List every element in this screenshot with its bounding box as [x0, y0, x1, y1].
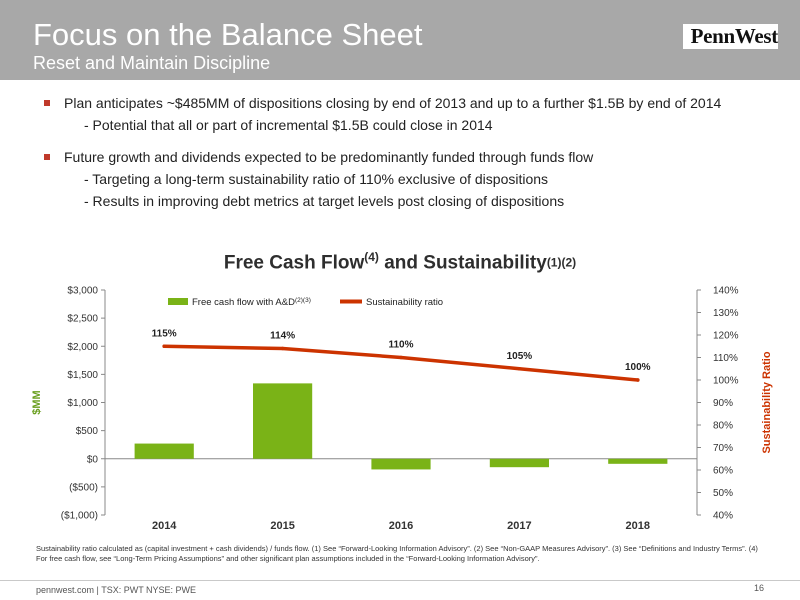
bullet-item: Plan anticipates ~$485MM of dispositions…: [44, 92, 784, 114]
fcf-bar: [134, 443, 194, 459]
sustainability-point: [399, 355, 403, 360]
right-tick-label: 90%: [713, 398, 733, 409]
chart-title: Free Cash Flow(4) and Sustainability(1)(…: [0, 250, 800, 278]
fcf-bar: [608, 458, 668, 464]
category-label: 2016: [389, 520, 413, 532]
right-tick-label: 120%: [713, 331, 739, 342]
category-label: 2015: [270, 520, 294, 532]
footer-text: pennwest.com | TSX: PWT NYSE: PWE: [36, 585, 197, 595]
category-label: 2014: [152, 520, 177, 532]
pennwest-logo: PennWest: [682, 24, 778, 49]
legend-label-bar: Free cash flow with A&D(2)(3): [192, 297, 311, 308]
fcf-bar: [371, 458, 431, 470]
chart-title-footnote: (4): [364, 250, 379, 264]
fcf-bar: [253, 383, 313, 459]
bullet-square-icon: [44, 100, 50, 106]
sustainability-data-label: 114%: [270, 331, 295, 342]
sustainability-data-label: 115%: [152, 328, 177, 339]
right-tick-label: 80%: [713, 421, 733, 432]
right-tick-label: 100%: [713, 376, 739, 387]
slide-title: Focus on the Balance Sheet: [33, 17, 423, 52]
left-tick-label: $2,500: [67, 314, 98, 325]
sustainability-line: [162, 344, 640, 382]
right-tick-label: 70%: [713, 443, 733, 454]
left-tick-label: $2,000: [67, 342, 98, 353]
right-tick-label: 60%: [713, 466, 733, 477]
sub-bullet: - Potential that all or part of incremen…: [84, 117, 493, 133]
sub-bullet: - Targeting a long-term sustainability r…: [84, 171, 549, 187]
right-axis-title: Sustainability Ratio: [761, 351, 773, 453]
sustainability-data-label: 105%: [507, 351, 533, 362]
chart-title-main: Free Cash Flow: [223, 252, 365, 274]
fcf-sustainability-chart: $3,000 $2,500 $2,000 $1,500 $1,000 $500 $0 ($50…: [31, 286, 773, 533]
left-tick-label: $3,000: [67, 286, 98, 297]
sustainability-data-label: 100%: [625, 362, 651, 373]
sub-bullet: - Results in improving debt metrics at t…: [84, 193, 565, 209]
legend-swatch-line: [340, 299, 362, 304]
legend-label-line: Sustainability ratio: [366, 297, 443, 308]
bullet-item: Future growth and dividends expected to …: [44, 146, 784, 168]
slide-subtitle: Reset and Maintain Discipline: [33, 53, 271, 73]
sustainability-point: [162, 344, 166, 349]
category-label: 2018: [626, 520, 650, 532]
bullet-square-icon: [44, 154, 50, 160]
footnote: Sustainability ratio calculated as (capi…: [36, 544, 758, 563]
sustainability-point: [280, 346, 285, 351]
left-tick-label: $1,500: [67, 370, 98, 381]
right-tick-label: 110%: [713, 353, 738, 364]
left-axis-title: $MM: [31, 390, 43, 414]
bullet-text: Future growth and dividends expected to …: [64, 149, 594, 165]
left-tick-label: $1,000: [67, 398, 98, 409]
sustainability-point: [517, 366, 522, 371]
right-tick-label: 50%: [713, 488, 733, 499]
legend-swatch-bar: [168, 298, 188, 305]
chart-title-footnote: (1)(2): [546, 255, 577, 270]
left-tick-label: $0: [87, 454, 99, 465]
sustainability-point: [636, 378, 640, 382]
page-number: 16: [753, 583, 764, 593]
left-tick-label: ($500): [69, 482, 98, 493]
bullet-list: Plan anticipates ~$485MM of dispositions…: [44, 92, 784, 212]
right-tick-label: 140%: [713, 286, 739, 297]
left-tick-label: ($1,000): [61, 511, 98, 522]
left-tick-label: $500: [76, 426, 99, 437]
footer-divider: [0, 580, 800, 581]
fcf-bar: [489, 458, 549, 468]
right-tick-label: 40%: [713, 511, 733, 522]
header-bar: Focus on the Balance Sheet Reset and Mai…: [0, 0, 800, 80]
chart-title-mid: and Sustainability: [378, 252, 547, 274]
category-label: 2017: [507, 520, 531, 532]
bullet-text: Plan anticipates ~$485MM of dispositions…: [64, 95, 722, 111]
right-tick-label: 130%: [713, 308, 739, 319]
sustainability-data-label: 110%: [388, 340, 413, 351]
